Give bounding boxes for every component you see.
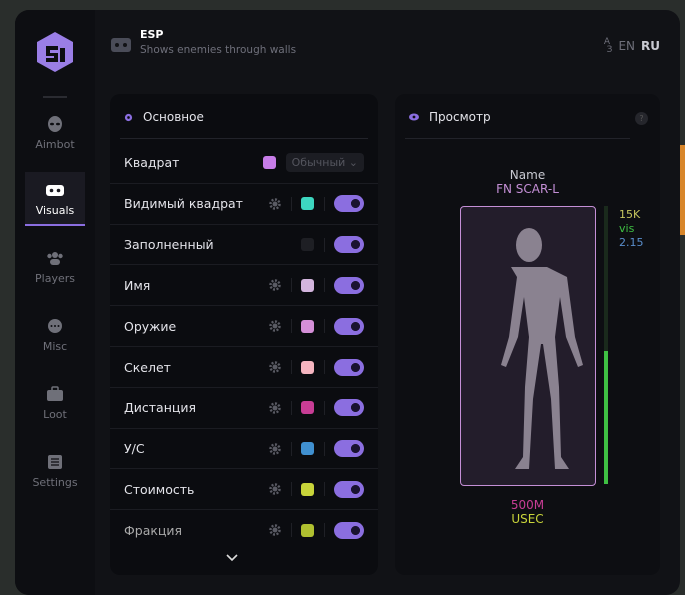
- gear-icon[interactable]: [269, 198, 281, 210]
- setting-label: У/С: [124, 441, 145, 457]
- toggle-switch[interactable]: [334, 521, 364, 539]
- sidebar-item-players[interactable]: Players: [25, 240, 85, 294]
- toggle-switch[interactable]: [334, 317, 364, 335]
- setting-label: Фракция: [124, 522, 183, 538]
- setting-row: Оружие: [110, 305, 378, 346]
- list-icon: [48, 455, 62, 469]
- gear-icon[interactable]: [269, 524, 281, 536]
- sidebar-item-label: Settings: [32, 476, 78, 489]
- setting-row: Заполненный: [110, 223, 378, 265]
- gear-icon[interactable]: [269, 320, 281, 332]
- setting-row: Фракция: [110, 509, 378, 550]
- setting-label: Скелет: [124, 359, 171, 375]
- sidebar-item-aimbot[interactable]: Aimbot: [25, 106, 85, 160]
- setting-label: Дистанция: [124, 400, 197, 416]
- sidebar-item-loot[interactable]: Loot: [25, 376, 85, 430]
- page-subtitle: Shows enemies through walls: [140, 44, 297, 56]
- toggle-switch[interactable]: [334, 358, 364, 376]
- setting-row: Видимый квадрат: [110, 182, 378, 224]
- color-swatch[interactable]: [301, 442, 314, 456]
- color-swatch[interactable]: [301, 360, 314, 374]
- preview-title: Просмотр: [429, 110, 491, 124]
- toggle-switch[interactable]: [334, 195, 364, 213]
- setting-label: Имя: [124, 277, 151, 293]
- toggle-switch[interactable]: [334, 236, 364, 254]
- preview-box: [460, 206, 596, 486]
- gear-icon[interactable]: [269, 483, 281, 496]
- sidebar-item-label: Players: [35, 272, 75, 285]
- setting-row: У/С: [110, 427, 378, 469]
- alien-icon: [48, 116, 62, 132]
- preview-name: Name: [509, 168, 546, 182]
- preview-value: 15K: [619, 208, 641, 221]
- vr-goggles-icon: [46, 185, 64, 196]
- sidebar-divider: [43, 96, 67, 98]
- sidebar-item-misc[interactable]: Misc: [25, 308, 85, 362]
- setting-row: Квадрат Обычный ⌄: [110, 142, 378, 183]
- color-swatch[interactable]: [262, 156, 276, 169]
- lang-ru-button[interactable]: RU: [641, 39, 660, 53]
- translate-icon: A З: [603, 37, 613, 55]
- setting-row: Скелет: [110, 346, 378, 387]
- setting-label: Видимый квадрат: [124, 196, 243, 212]
- background-edge: [677, 145, 685, 235]
- gear-icon[interactable]: [269, 442, 281, 455]
- setting-row: Имя: [110, 264, 378, 305]
- vr-goggles-icon: [111, 38, 131, 52]
- sidebar-item-visuals[interactable]: Visuals: [25, 172, 85, 226]
- sidebar-item-label: Visuals: [35, 204, 75, 217]
- chat-dots-icon: [48, 319, 62, 333]
- gear-icon: [124, 113, 133, 121]
- toggle-switch[interactable]: [334, 440, 364, 458]
- sidebar: Aimbot Visuals Players Misc Loot Settings: [15, 10, 95, 595]
- sidebar-item-settings[interactable]: Settings: [25, 444, 85, 498]
- health-bar: [604, 206, 608, 484]
- color-swatch[interactable]: [301, 278, 314, 292]
- chevron-down-icon[interactable]: [225, 553, 239, 563]
- color-swatch[interactable]: [301, 238, 314, 252]
- color-swatch[interactable]: [301, 482, 314, 496]
- eye-icon: [409, 113, 419, 121]
- health-bar-fill: [604, 350, 608, 484]
- setting-label: Заполненный: [124, 237, 214, 253]
- toggle-switch[interactable]: [334, 399, 364, 417]
- toggle-switch[interactable]: [334, 480, 364, 498]
- language-switch: A З EN RU: [603, 37, 660, 55]
- gear-icon[interactable]: [269, 361, 281, 373]
- page-title: ESP: [140, 28, 164, 41]
- preview-faction: USEC: [511, 512, 544, 526]
- lang-en-button[interactable]: EN: [618, 39, 636, 53]
- gear-icon[interactable]: [269, 402, 281, 414]
- player-model: [501, 228, 583, 469]
- setting-label: Квадрат: [124, 155, 180, 170]
- briefcase-icon: [47, 386, 63, 401]
- setting-label: Оружие: [124, 318, 177, 334]
- color-swatch[interactable]: [301, 523, 314, 537]
- toggle-switch[interactable]: [334, 276, 364, 294]
- preview-panel: Просмотр ? Name FN SCAR-L 15K vis 2.15 5…: [395, 94, 660, 575]
- preview-distance: 500M: [510, 498, 545, 512]
- preview-kd: 2.15: [619, 236, 644, 249]
- main-settings-panel: Основное Квадрат Обычный ⌄ Видимый квадрат…: [110, 94, 378, 575]
- color-swatch[interactable]: [301, 319, 314, 333]
- preview-visible: vis: [619, 222, 635, 235]
- preview-weapon: FN SCAR-L: [496, 182, 559, 196]
- logo-icon: [37, 32, 73, 72]
- color-swatch[interactable]: [301, 197, 314, 211]
- setting-label: Стоимость: [124, 481, 195, 497]
- section-title: Основное: [143, 110, 204, 124]
- setting-row: Стоимость: [110, 468, 378, 509]
- sidebar-item-label: Aimbot: [35, 138, 75, 151]
- color-swatch[interactable]: [301, 401, 314, 415]
- setting-row: Дистанция: [110, 386, 378, 428]
- gear-icon[interactable]: [269, 279, 281, 292]
- help-button[interactable]: ?: [635, 112, 648, 125]
- cheat-menu-window: Aimbot Visuals Players Misc Loot Settings ESP…: [15, 10, 680, 595]
- style-select[interactable]: Обычный ⌄: [285, 153, 364, 172]
- select-value: Обычный: [291, 156, 346, 169]
- sidebar-item-label: Misc: [42, 340, 68, 353]
- sidebar-item-label: Loot: [43, 408, 67, 421]
- users-icon: [47, 252, 63, 265]
